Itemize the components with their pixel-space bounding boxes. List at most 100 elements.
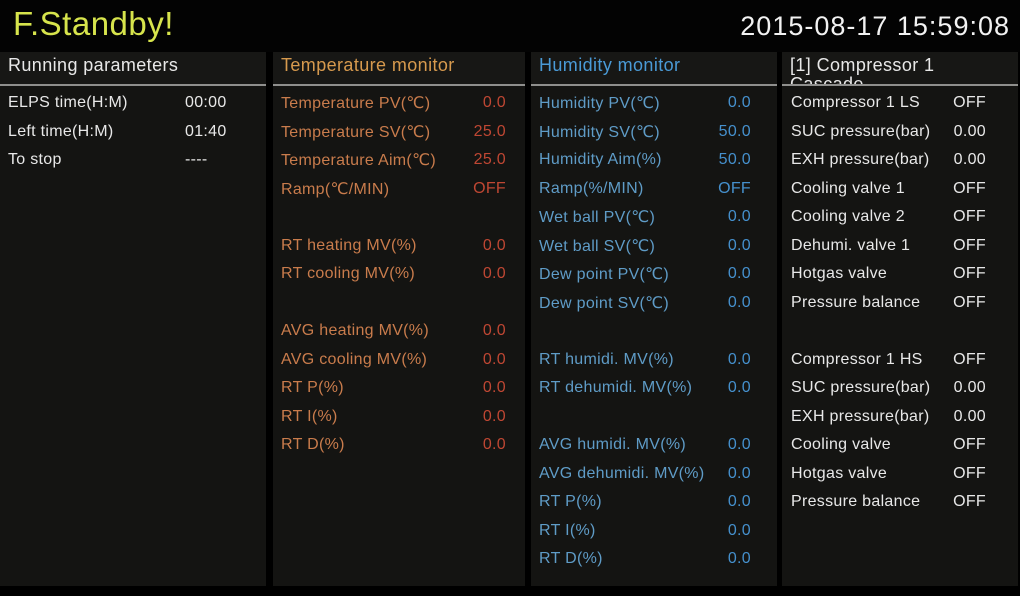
bottom-strip [0,586,1020,596]
param-label: Left time(H:M) [8,122,114,140]
param-label: Dew point SV(℃) [539,294,670,312]
param-row: Ramp(%/MIN) OFF [531,175,777,204]
param-row: Humidity Aim(%) 50.0 [531,146,777,175]
param-row: RT dehumidi. MV(%) 0.0 [531,374,777,403]
param-label: Humidity SV(℃) [539,123,660,141]
param-value: OFF [953,464,986,482]
param-value: 00:00 [185,94,227,112]
param-label: Hotgas valve [791,265,888,283]
param-value: OFF [953,265,986,283]
param-value: OFF [953,350,986,368]
param-label: SUC pressure(bar) [791,122,931,140]
param-row: RT I(%) 0.0 [273,403,525,432]
param-row: SUC pressure(bar) 0.00 [782,374,1018,403]
param-label: SUC pressure(bar) [791,379,931,397]
param-value: 0.00 [953,407,986,425]
param-value: 0.0 [482,379,506,397]
param-label: RT P(%) [281,379,344,397]
param-label: RT dehumidi. MV(%) [539,379,693,397]
panel-header: [1] Compressor 1 Cascade [782,52,1018,86]
param-label: RT I(%) [281,407,338,425]
param-value: 0.0 [727,550,751,568]
param-row: RT D(%) 0.0 [531,545,777,574]
param-row: Compressor 1 LS OFF [782,89,1018,118]
param-row: RT P(%) 0.0 [531,488,777,517]
panel-body: Temperature PV(℃) 0.0 Temperature SV(℃) 25.… [273,86,525,460]
param-value: OFF [473,179,506,197]
param-label: Wet ball PV(℃) [539,209,656,227]
param-value: OFF [953,94,986,112]
param-label: Compressor 1 HS [791,350,923,368]
param-row: RT D(%) 0.0 [273,431,525,460]
param-label: RT D(%) [281,436,345,454]
param-row: RT I(%) 0.0 [531,517,777,546]
param-value: 0.0 [727,94,751,112]
param-value: 01:40 [185,122,227,140]
row-group-spacer [273,289,525,318]
param-value: 0.0 [727,521,751,539]
param-row: RT humidi. MV(%) 0.0 [531,346,777,375]
param-value: 0.0 [482,407,506,425]
param-label: EXH pressure(bar) [791,151,930,169]
param-value: ---- [185,151,208,169]
param-value: OFF [953,236,986,254]
panel-title: Humidity monitor [539,55,681,75]
param-label: To stop [8,151,62,169]
panel-header: Humidity monitor [531,52,777,86]
param-row: Dew point SV(℃) 0.0 [531,289,777,318]
param-label: Dehumi. valve 1 [791,236,911,254]
param-value: 0.0 [482,94,506,112]
param-label: AVG dehumidi. MV(%) [539,464,705,482]
panels-area: Running parameters ELPS time(H:M) 00:00 Le… [0,52,1020,586]
param-row: Dehumi. valve 1 OFF [782,232,1018,261]
param-row: Temperature PV(℃) 0.0 [273,89,525,118]
param-label: Temperature PV(℃) [281,95,431,113]
panel-running-parameters: Running parameters ELPS time(H:M) 00:00 Le… [0,52,266,586]
param-label: Temperature SV(℃) [281,123,431,141]
param-value: 0.0 [482,236,506,254]
row-group-spacer [531,317,777,346]
param-row: Humidity SV(℃) 50.0 [531,118,777,147]
param-label: AVG cooling MV(%) [281,350,428,368]
param-value: OFF [953,293,986,311]
param-row: AVG cooling MV(%) 0.0 [273,346,525,375]
param-value: 0.0 [482,436,506,454]
param-value: 25.0 [473,151,506,169]
param-row: SUC pressure(bar) 0.00 [782,118,1018,147]
param-value: 50.0 [718,122,751,140]
mode-status-text: F.Standby! [13,5,174,42]
param-value: 0.0 [482,322,506,340]
panel-humidity-monitor: Humidity monitor Humidity PV(℃) 0.0 Humidi… [531,52,777,586]
param-label: Temperature Aim(℃) [281,152,436,170]
param-value: 0.0 [727,208,751,226]
param-value: OFF [953,208,986,226]
param-row: EXH pressure(bar) 0.00 [782,403,1018,432]
param-row: Compressor 1 HS OFF [782,346,1018,375]
param-value: OFF [953,436,986,454]
param-label: RT P(%) [539,493,602,511]
param-value: 0.00 [953,151,986,169]
param-label: RT D(%) [539,550,603,568]
param-row: AVG humidi. MV(%) 0.0 [531,431,777,460]
status-bar: F.Standby! 2015-08-17 15:59:08 [0,0,1020,52]
param-row: AVG heating MV(%) 0.0 [273,317,525,346]
param-label: Compressor 1 LS [791,94,920,112]
param-row: Dew point PV(℃) 0.0 [531,260,777,289]
param-value: 25.0 [473,122,506,140]
panel-title: [1] Compressor 1 Cascade [790,55,935,86]
param-row: Temperature SV(℃) 25.0 [273,118,525,147]
panel-compressor-cascade: [1] Compressor 1 Cascade Compressor 1 LS… [782,52,1018,586]
param-value: 0.0 [727,436,751,454]
param-value: 0.0 [727,265,751,283]
param-value: 0.0 [482,350,506,368]
param-label: EXH pressure(bar) [791,407,930,425]
param-label: Ramp(℃/MIN) [281,180,390,198]
panel-title: Temperature monitor [281,55,455,75]
param-row: Wet ball SV(℃) 0.0 [531,232,777,261]
panel-temperature-monitor: Temperature monitor Temperature PV(℃) 0.0… [273,52,525,586]
panel-body: Humidity PV(℃) 0.0 Humidity SV(℃) 50.0 Humid… [531,86,777,574]
param-label: Pressure balance [791,493,921,511]
param-value: 0.0 [727,350,751,368]
param-row: Temperature Aim(℃) 25.0 [273,146,525,175]
row-group-spacer [782,317,1018,346]
